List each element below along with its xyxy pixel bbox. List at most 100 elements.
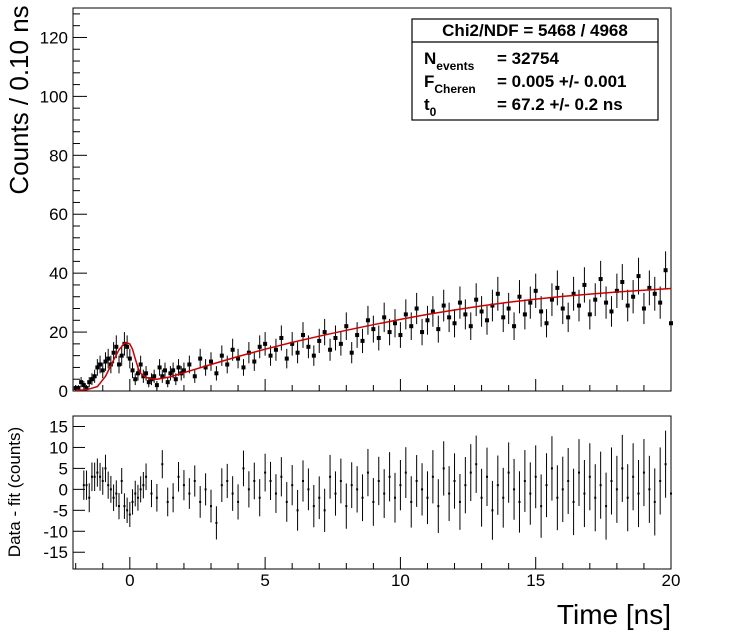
data-point [371,315,376,343]
residual-point [166,487,169,517]
data-point [587,299,592,330]
data-point-marker [157,365,162,370]
top-plot-frame [72,7,672,392]
top-y-axis-label: Counts / 0.10 ns [4,5,34,194]
residual-point [215,506,218,540]
data-point [387,318,392,346]
data-point [447,302,452,333]
data-point-marker [225,362,230,367]
residual-marker [318,496,321,499]
residual-marker [334,492,337,495]
data-point [403,299,408,330]
data-point-marker [79,380,84,385]
data-point [420,318,425,346]
residual-point [610,447,613,515]
data-point-marker [284,356,289,361]
bottom-panel: -15 -10 -5 0 5 10 15 0 5 10 15 20 Data - fit (coun… [5,415,680,630]
residual-marker [291,484,294,487]
residual-point [231,476,234,511]
data-point [647,270,652,306]
residual-point [377,456,380,506]
data-point-marker [144,371,149,376]
residual-marker [545,484,548,487]
xtick-label: 10 [391,571,410,590]
stats-t0-label: t0 [424,95,437,119]
data-point-marker [382,315,387,320]
data-point-marker [555,285,560,290]
data-point [382,302,387,333]
residual-marker [166,500,169,503]
residual-marker [588,475,591,478]
residual-marker [421,488,424,491]
residual-point [307,468,310,511]
data-point-marker [98,362,103,367]
residual-point [210,489,212,523]
residual-marker [115,492,118,495]
data-point [95,359,100,376]
data-point-marker [76,386,81,391]
residual-marker [101,479,104,482]
data-point-marker [246,350,251,355]
residual-marker [361,496,364,499]
residual-marker [118,505,120,508]
data-point-marker [398,333,403,338]
stats-n-label: Nevents [424,49,475,73]
residual-marker [307,488,310,491]
residual-point [296,489,299,531]
stats-box-title: Chi2/NDF = 5468 / 4968 [442,21,628,40]
data-point [533,273,538,309]
data-point [92,369,97,383]
residual-point [220,468,223,503]
data-point [614,273,619,309]
residual-marker [491,509,494,512]
data-point-marker [620,279,625,284]
data-point [157,359,162,376]
data-point [257,335,262,359]
residual-marker [621,467,624,470]
residual-marker [323,509,326,512]
data-point [89,373,94,386]
residual-point [556,465,559,531]
data-point-marker [127,356,132,361]
residual-point [93,462,96,491]
data-point-marker [598,277,603,282]
data-point [322,318,327,346]
data-point-marker [360,338,365,343]
data-point-marker [241,365,246,370]
residual-marker [567,479,570,482]
residual-point [280,457,283,497]
data-point-marker [317,338,322,343]
residual-marker [540,505,543,508]
residual-marker [632,475,635,478]
residual-marker [247,488,250,491]
data-point [468,312,473,341]
top-ytick-label: 20 [49,323,68,342]
residual-point [291,465,294,506]
data-point [441,289,446,322]
data-point [138,355,143,374]
data-point-marker [89,377,94,382]
residual-marker [215,521,218,524]
data-point [165,377,170,388]
data-point-marker [663,268,668,273]
residual-point [128,501,131,528]
residual-point [534,445,537,509]
residual-point [415,455,418,507]
data-point [295,342,300,364]
bottom-plot-frame [72,415,672,570]
data-point [98,355,103,374]
residual-point [88,483,91,513]
data-point [517,280,522,314]
data-point [236,348,241,369]
data-point [522,299,527,330]
residual-point [437,479,440,534]
data-point-marker [273,347,278,352]
residual-marker [496,484,499,487]
residual-marker [237,500,240,503]
data-point-marker [209,359,213,364]
data-point-marker [571,291,576,296]
data-point-marker [420,330,425,335]
residual-point [123,493,126,519]
residual-point [523,450,526,512]
data-point [528,286,533,319]
